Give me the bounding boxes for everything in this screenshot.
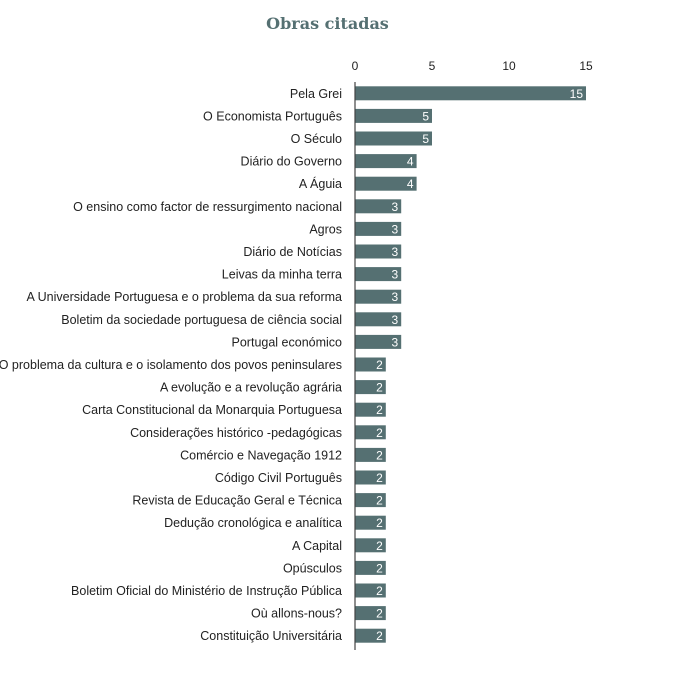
value-label: 5 — [422, 109, 429, 123]
category-label: Agros — [309, 222, 342, 236]
category-label: A Capital — [292, 539, 342, 553]
bar — [355, 425, 386, 440]
category-label: Pela Grei — [290, 87, 342, 101]
category-label: Carta Constitucional da Monarquia Portug… — [82, 403, 342, 417]
category-label: Leivas da minha terra — [222, 268, 342, 282]
bar — [355, 131, 432, 146]
category-label: A Águia — [299, 176, 342, 191]
value-label: 2 — [376, 381, 383, 395]
value-label: 5 — [422, 132, 429, 146]
value-label: 2 — [376, 494, 383, 508]
bar — [355, 402, 386, 417]
category-label: Considerações histórico -pedagógicas — [130, 426, 342, 440]
category-label: O Economista Português — [203, 109, 342, 123]
bar — [355, 289, 402, 304]
bar — [355, 244, 402, 259]
category-label: Opúsculos — [283, 561, 342, 575]
category-label: Portugal económico — [232, 335, 343, 349]
category-label: Constituição Universitária — [200, 629, 342, 643]
chart-title: Obras citadas — [266, 14, 389, 33]
bar — [355, 628, 386, 643]
value-label: 2 — [376, 584, 383, 598]
bar — [355, 606, 386, 621]
value-label: 2 — [376, 426, 383, 440]
value-label: 2 — [376, 358, 383, 372]
value-label: 2 — [376, 561, 383, 575]
category-label: Boletim Oficial do Ministério de Instruç… — [71, 584, 342, 598]
value-label: 2 — [376, 539, 383, 553]
bar — [355, 493, 386, 508]
bar — [355, 583, 386, 598]
bar — [355, 380, 386, 395]
category-label: O problema da cultura e o isolamento dos… — [0, 358, 342, 372]
bar — [355, 108, 432, 123]
category-label: Comércio e Navegação 1912 — [180, 448, 342, 462]
category-label: O ensino como factor de ressurgimento na… — [73, 200, 342, 214]
bar — [355, 447, 386, 462]
x-tick-label: 5 — [429, 59, 436, 73]
bar — [355, 357, 386, 372]
category-label: Revista de Educação Geral e Técnica — [132, 494, 342, 508]
x-tick-label: 0 — [352, 59, 359, 73]
bar — [355, 470, 386, 485]
x-tick-label: 15 — [579, 59, 593, 73]
value-label: 3 — [392, 200, 399, 214]
bar — [355, 312, 402, 327]
value-label: 3 — [392, 222, 399, 236]
value-label: 3 — [392, 313, 399, 327]
bar — [355, 199, 402, 214]
category-label: A evolução e a revolução agrária — [160, 381, 342, 395]
bar — [355, 176, 417, 191]
value-label: 2 — [376, 471, 383, 485]
value-label: 4 — [407, 177, 414, 191]
value-label: 15 — [570, 87, 584, 101]
bar — [355, 334, 402, 349]
value-label: 3 — [392, 290, 399, 304]
category-label: A Universidade Portuguesa e o problema d… — [27, 290, 343, 304]
value-label: 3 — [392, 335, 399, 349]
category-label: Dedução cronológica e analítica — [164, 516, 342, 530]
category-label: Où allons-nous? — [251, 607, 342, 621]
bar — [355, 538, 386, 553]
category-label: Boletim da sociedade portuguesa de ciênc… — [61, 313, 342, 327]
value-label: 3 — [392, 268, 399, 282]
bar — [355, 267, 402, 282]
value-label: 2 — [376, 403, 383, 417]
category-label: O Século — [291, 132, 342, 146]
bar — [355, 86, 586, 101]
bar — [355, 221, 402, 236]
category-label: Código Civil Português — [215, 471, 342, 485]
value-label: 2 — [376, 629, 383, 643]
value-label: 2 — [376, 607, 383, 621]
value-label: 4 — [407, 155, 414, 169]
bar — [355, 560, 386, 575]
category-label: Diário do Governo — [241, 155, 342, 169]
value-label: 2 — [376, 448, 383, 462]
category-label: Diário de Notícias — [243, 245, 342, 259]
value-label: 2 — [376, 516, 383, 530]
bar — [355, 515, 386, 530]
x-tick-label: 10 — [502, 59, 516, 73]
value-label: 3 — [392, 245, 399, 259]
bar — [355, 154, 417, 169]
